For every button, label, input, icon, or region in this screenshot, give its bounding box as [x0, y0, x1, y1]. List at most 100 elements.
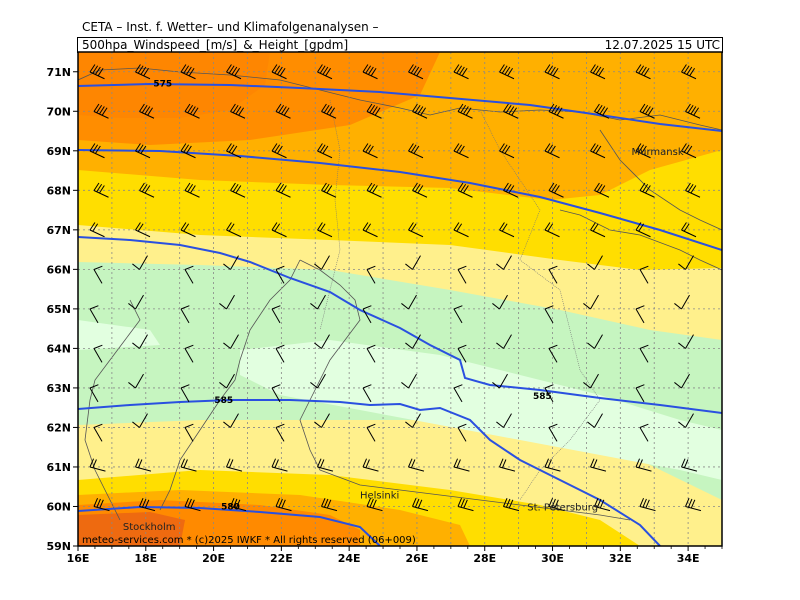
barb-flag — [323, 498, 329, 508]
barb-shaft — [453, 150, 469, 159]
barb-flag — [544, 64, 551, 73]
wind-barb — [184, 103, 200, 119]
barb-flag — [93, 182, 100, 191]
barb-flag — [231, 145, 238, 154]
barb-flag — [180, 384, 190, 389]
barb-flag — [492, 303, 500, 310]
wind-barb — [678, 334, 694, 349]
wind-barb — [271, 458, 288, 472]
wind-barb — [453, 458, 470, 472]
wind-barb — [678, 255, 694, 270]
barb-flag — [602, 107, 609, 116]
barb-flag — [551, 104, 558, 114]
barb-flag — [144, 499, 150, 509]
barb-flag — [137, 223, 144, 232]
wind-barb — [362, 458, 379, 472]
wind-barb — [453, 305, 463, 324]
barb-flag — [93, 265, 103, 270]
barb-flag — [92, 65, 99, 74]
wind-barb — [184, 182, 200, 198]
wind-barb — [366, 103, 382, 119]
wind-barb — [184, 498, 201, 512]
wind-barb — [317, 222, 333, 238]
valid-time: 12.07.2025 15 UTC — [604, 38, 720, 52]
wind-barb — [496, 334, 512, 349]
place-label: Stockholm — [123, 522, 176, 533]
wind-barb — [135, 64, 151, 80]
barb-flag — [141, 183, 148, 193]
barb-flag — [587, 342, 595, 349]
barb-shaft — [139, 506, 156, 512]
barb-shaft — [548, 348, 558, 363]
barb-flag — [137, 459, 143, 468]
barb-flag — [635, 143, 642, 152]
barb-flag — [463, 106, 469, 115]
barb-flag — [594, 182, 600, 191]
barb-shaft — [590, 150, 606, 159]
wind-barb — [635, 143, 651, 159]
barb-flag — [638, 65, 645, 74]
lon-label: 30E — [541, 552, 564, 565]
barb-flag — [554, 185, 560, 194]
barb-flag — [408, 458, 413, 468]
wind-barb — [681, 64, 697, 80]
wind-barb — [635, 458, 652, 472]
barb-flag — [417, 185, 424, 194]
barb-flag — [362, 143, 369, 152]
wind-barb — [226, 64, 242, 80]
barb-shaft — [135, 229, 151, 238]
barb-flag — [508, 185, 515, 194]
wind-barb — [366, 344, 376, 363]
wind-barb — [635, 64, 651, 80]
barb-shaft — [544, 229, 560, 238]
contour-575 — [78, 82, 722, 132]
barb-flag — [453, 64, 460, 73]
barb-flag — [639, 182, 646, 191]
barb-shaft — [89, 229, 105, 238]
barb-flag — [223, 342, 231, 349]
barb-flag — [683, 65, 690, 74]
barb-flag — [219, 382, 227, 389]
barb-flag — [457, 103, 464, 112]
barb-flag — [590, 64, 596, 73]
barb-flag — [548, 265, 558, 270]
barb-shaft — [275, 506, 292, 512]
barb-flag — [635, 222, 642, 231]
wind-barb — [132, 413, 148, 428]
barb-shaft — [408, 373, 417, 389]
barb-flag — [635, 458, 641, 468]
barb-flag — [187, 183, 194, 193]
barb-shaft — [590, 229, 606, 238]
wind-barb — [93, 182, 109, 198]
wind-band-lt8-west — [78, 320, 160, 350]
barb-shaft — [590, 466, 607, 472]
barb-flag — [326, 106, 333, 115]
barb-shaft — [594, 190, 610, 198]
wind-barb — [457, 103, 473, 119]
barb-shaft — [594, 334, 603, 349]
barb-shaft — [271, 229, 287, 238]
wind-barb — [180, 143, 196, 159]
wind-barb — [132, 334, 148, 349]
barb-flag — [277, 145, 283, 154]
barb-flag — [326, 185, 333, 194]
barb-shaft — [135, 373, 144, 389]
barb-flag — [369, 498, 374, 508]
barb-flag — [186, 66, 192, 75]
wind-barb — [271, 222, 287, 238]
barb-flag — [271, 222, 278, 231]
wind-barb — [639, 265, 649, 284]
barb-flag — [645, 106, 651, 115]
barb-shaft — [408, 466, 425, 472]
wind-barb — [180, 384, 190, 403]
barb-flag — [321, 498, 326, 507]
barb-flag — [230, 498, 235, 507]
barb-flag — [184, 498, 190, 507]
barb-flag — [321, 182, 327, 191]
barb-shaft — [93, 427, 103, 442]
wind-barb — [499, 143, 515, 159]
barb-shaft — [635, 466, 652, 472]
barb-flag — [228, 144, 235, 153]
wind-barb — [219, 373, 235, 389]
barb-flag — [551, 183, 558, 193]
